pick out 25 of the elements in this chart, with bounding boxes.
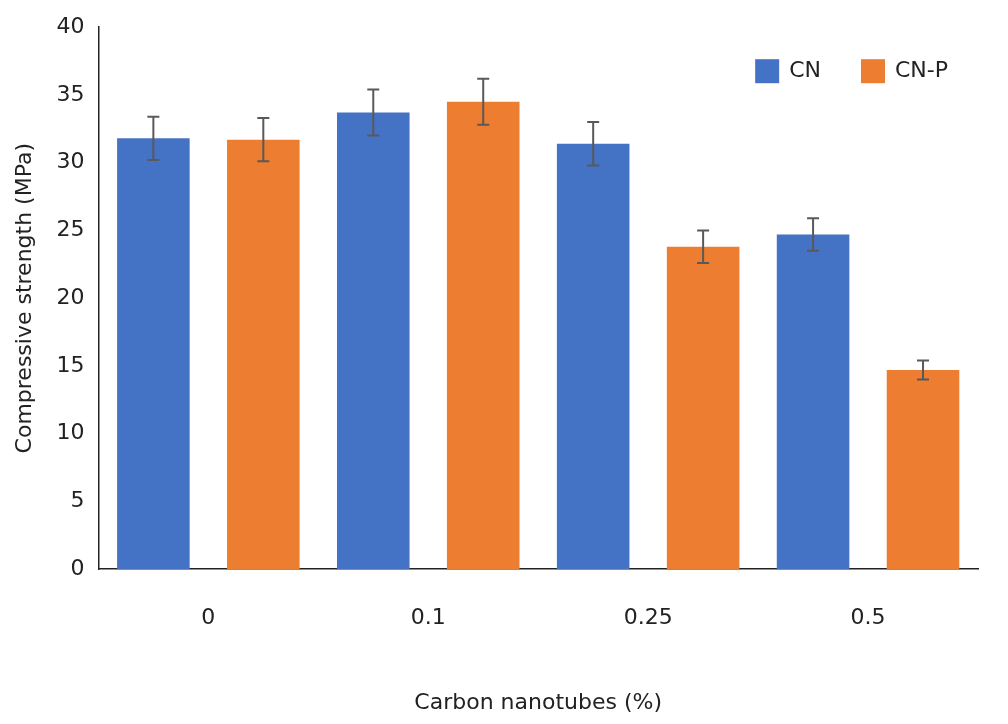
y-axis-title: Compressive strength (MPa) bbox=[10, 142, 36, 454]
y-tick-label: 25 bbox=[56, 216, 85, 242]
y-tick-label: 35 bbox=[56, 80, 85, 106]
legend-label: CN-P bbox=[894, 56, 949, 82]
bar bbox=[227, 139, 300, 570]
bar bbox=[556, 143, 630, 570]
x-axis-title: Carbon nanotubes (%) bbox=[414, 688, 663, 714]
bar bbox=[446, 101, 520, 570]
bar bbox=[117, 138, 190, 570]
y-tick-label: 15 bbox=[56, 351, 85, 377]
y-tick-label: 40 bbox=[56, 12, 85, 38]
y-tick-label: 0 bbox=[70, 554, 85, 580]
bar bbox=[666, 246, 740, 570]
legend-label: CN bbox=[789, 56, 821, 82]
y-tick-label: 20 bbox=[56, 283, 85, 309]
y-tick-label: 30 bbox=[56, 148, 85, 174]
x-tick-label: 0.25 bbox=[623, 604, 673, 630]
y-tick-label: 10 bbox=[56, 419, 85, 445]
bar bbox=[776, 234, 850, 570]
bar bbox=[886, 370, 960, 570]
x-tick-label: 0.5 bbox=[850, 604, 886, 630]
y-tick-label: 5 bbox=[70, 487, 85, 513]
bar bbox=[336, 112, 410, 570]
x-tick-label: 0.1 bbox=[410, 604, 446, 630]
x-tick-label: 0 bbox=[201, 604, 216, 630]
